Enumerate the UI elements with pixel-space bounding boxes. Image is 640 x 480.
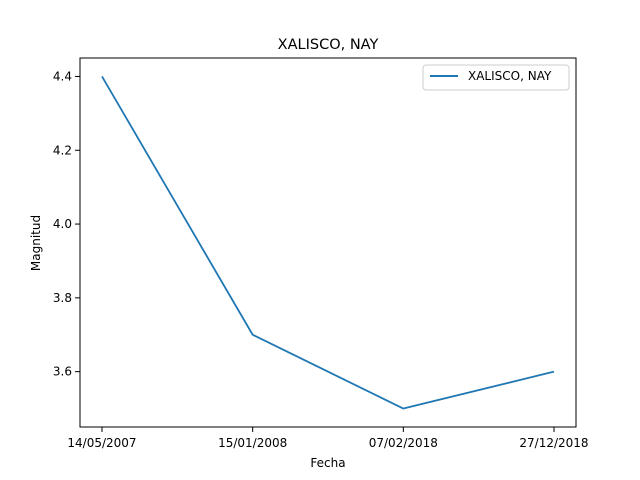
x-tick-label: 27/12/2018 <box>519 436 588 450</box>
series-line <box>101 75 555 410</box>
y-tick-label: 4.0 <box>53 217 72 231</box>
y-tick-label: 3.6 <box>53 365 72 379</box>
y-tick-label: 4.2 <box>53 143 72 157</box>
plot-area: 14/05/2007 15/01/2008 07/02/2018 27/12/2018… <box>53 69 589 450</box>
chart-title: XALISCO, NAY <box>278 37 379 53</box>
y-axis-label: Magnitud <box>29 215 43 271</box>
plot-frame <box>79 57 577 428</box>
x-axis-label: Fecha <box>310 456 345 470</box>
y-tick-label: 3.8 <box>53 291 72 305</box>
y-tick-label: 4.4 <box>53 69 72 83</box>
legend-box <box>422 64 570 91</box>
x-tick-label: 14/05/2007 <box>67 436 136 450</box>
x-tick-label: 15/01/2008 <box>218 436 287 450</box>
legend-label: XALISCO, NAY <box>468 69 552 83</box>
x-tick-label: 07/02/2018 <box>369 436 438 450</box>
legend: XALISCO, NAY <box>422 64 570 91</box>
